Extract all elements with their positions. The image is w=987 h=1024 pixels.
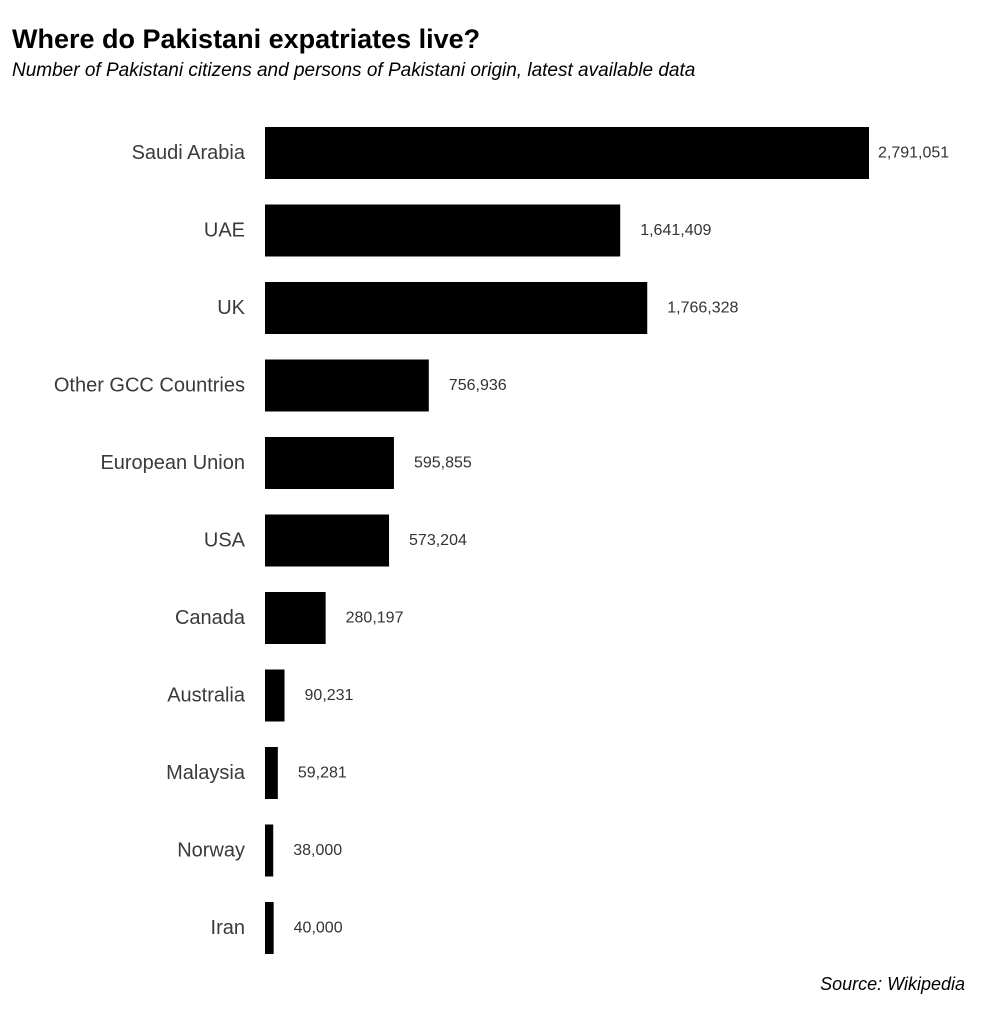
- value-label-other-gcc-countries: 756,936: [449, 377, 507, 394]
- bar-malaysia: [265, 747, 278, 799]
- category-labels-group: Saudi Arabia UAE UK Other GCC Countries Euro…: [54, 142, 246, 939]
- bar-australia: [265, 669, 285, 722]
- value-label-malaysia: 59,281: [298, 765, 347, 782]
- category-label-malaysia: Malaysia: [166, 762, 246, 784]
- value-label-canada: 280,197: [346, 610, 404, 627]
- value-labels-group: 2,791,051 1,641,409 1,766,328 756,936 595,85…: [293, 145, 949, 937]
- value-label-australia: 90,231: [305, 687, 354, 704]
- bars-group: [265, 127, 869, 954]
- value-label-uk: 1,766,328: [667, 300, 738, 317]
- category-label-european-union: European Union: [100, 452, 245, 474]
- category-label-norway: Norway: [177, 840, 245, 862]
- value-label-usa: 573,204: [409, 532, 467, 549]
- category-label-iran: Iran: [211, 917, 245, 939]
- chart-title: Where do Pakistani expatriates live?: [12, 24, 481, 54]
- bar-other-gcc-countries: [265, 359, 429, 412]
- category-label-uae: UAE: [204, 220, 245, 242]
- bar-saudi-arabia: [265, 127, 869, 179]
- value-label-european-union: 595,855: [414, 455, 472, 472]
- bar-uk: [265, 282, 648, 334]
- value-label-uae: 1,641,409: [640, 222, 711, 239]
- category-label-australia: Australia: [167, 685, 246, 707]
- category-label-canada: Canada: [175, 607, 246, 629]
- bar-canada: [265, 592, 326, 644]
- bar-usa: [265, 514, 390, 567]
- value-label-norway: 38,000: [293, 842, 342, 859]
- category-label-saudi-arabia: Saudi Arabia: [132, 142, 246, 164]
- bar-norway: [265, 824, 274, 877]
- value-label-iran: 40,000: [294, 920, 343, 937]
- bar-uae: [265, 204, 621, 257]
- bar-european-union: [265, 437, 394, 489]
- value-label-saudi-arabia: 2,791,051: [878, 145, 949, 162]
- chart-subtitle: Number of Pakistani citizens and persons…: [12, 60, 696, 81]
- category-label-uk: UK: [217, 297, 245, 319]
- category-label-other-gcc-countries: Other GCC Countries: [54, 375, 245, 397]
- chart-source: Source: Wikipedia: [820, 974, 965, 994]
- bar-iran: [265, 902, 274, 954]
- category-label-usa: USA: [204, 530, 246, 552]
